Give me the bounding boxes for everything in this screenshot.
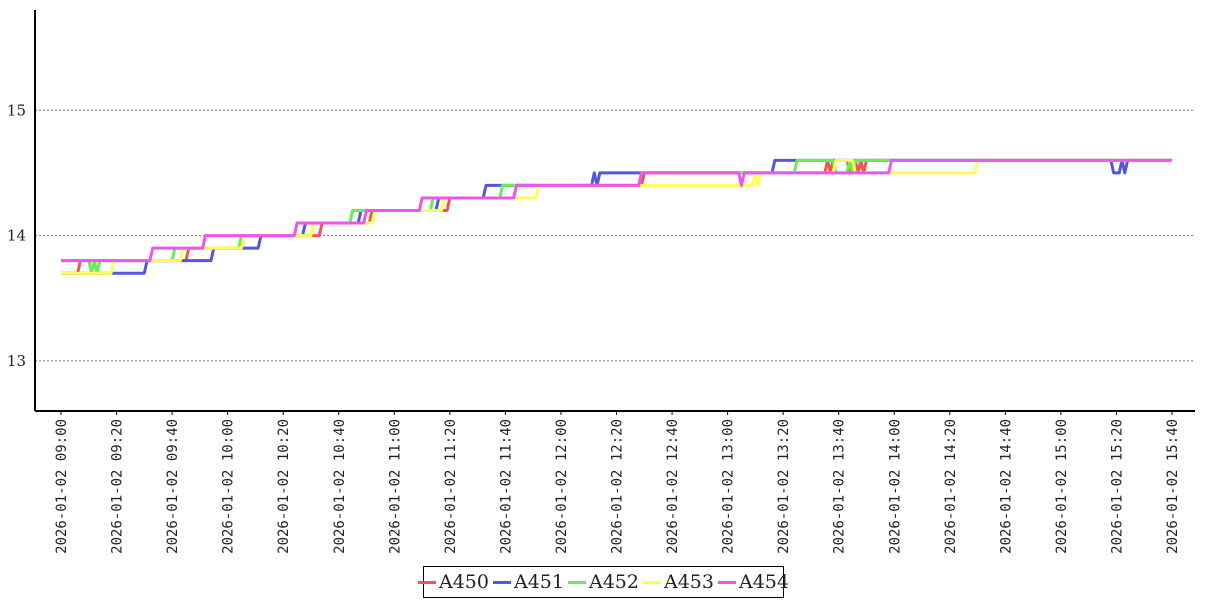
legend-label-a454: A454: [739, 571, 789, 593]
y-tick-label-15: 15: [7, 101, 26, 119]
x-tick-label-19: 2026-01-02 15:20: [1109, 419, 1125, 554]
legend-label-a453: A453: [664, 571, 714, 593]
axes: 13 14 15 2026-01-02 09:00 2026-01-02 09:20 20…: [7, 10, 1195, 554]
x-tick-label-7: 2026-01-02 11:20: [443, 419, 459, 554]
legend-item-a452: A452: [568, 571, 639, 593]
series-lines: [61, 158, 1172, 275]
x-tick-label-0: 2026-01-02 09:00: [54, 419, 70, 554]
legend-swatch-a453: [643, 580, 661, 584]
x-tick-label-3: 2026-01-02 10:00: [221, 419, 237, 554]
series-line-a451: [61, 158, 1172, 275]
x-tick-label-6: 2026-01-02 11:00: [387, 419, 403, 554]
x-tick-label-20: 2026-01-02 15:40: [1165, 419, 1181, 554]
x-tick-label-10: 2026-01-02 12:20: [610, 419, 626, 554]
x-tick-label-1: 2026-01-02 09:20: [110, 419, 126, 554]
legend-item-a453: A453: [643, 571, 714, 593]
series-line-a453: [61, 158, 1172, 275]
legend-swatch-a450: [418, 580, 436, 584]
legend-item-a454: A454: [718, 571, 789, 593]
x-tick-label-14: 2026-01-02 13:40: [832, 419, 848, 554]
x-tick-label-12: 2026-01-02 13:00: [721, 419, 737, 554]
x-tick-label-15: 2026-01-02 14:00: [887, 419, 903, 554]
legend-label-a452: A452: [589, 571, 639, 593]
x-tick-label-16: 2026-01-02 14:20: [943, 419, 959, 554]
y-tick-label-13: 13: [7, 352, 26, 370]
x-tick-label-13: 2026-01-02 13:20: [776, 419, 792, 554]
x-tick-label-9: 2026-01-02 12:00: [554, 419, 570, 554]
legend-item-a451: A451: [493, 571, 564, 593]
x-tick-label-8: 2026-01-02 11:40: [498, 419, 514, 554]
legend-swatch-a454: [718, 580, 736, 584]
legend-swatch-a452: [568, 580, 586, 584]
x-tick-label-2: 2026-01-02 09:40: [165, 419, 181, 554]
legend: A450 A451 A452 A453 A454: [418, 566, 789, 598]
legend-label-a450: A450: [439, 571, 489, 593]
x-tick-label-17: 2026-01-02 14:40: [998, 419, 1014, 554]
x-tick-label-4: 2026-01-02 10:20: [276, 419, 292, 554]
y-tick-label-14: 14: [7, 227, 26, 245]
x-tick-label-5: 2026-01-02 10:40: [332, 419, 348, 554]
x-tick-label-11: 2026-01-02 12:40: [665, 419, 681, 554]
x-tick-label-18: 2026-01-02 15:00: [1054, 419, 1070, 554]
series-line-a452: [61, 158, 1172, 275]
legend-item-a450: A450: [418, 571, 489, 593]
legend-swatch-a451: [493, 580, 511, 584]
legend-label-a451: A451: [514, 571, 564, 593]
series-line-a450: [61, 158, 1172, 275]
series-line-a454: [61, 158, 1172, 263]
